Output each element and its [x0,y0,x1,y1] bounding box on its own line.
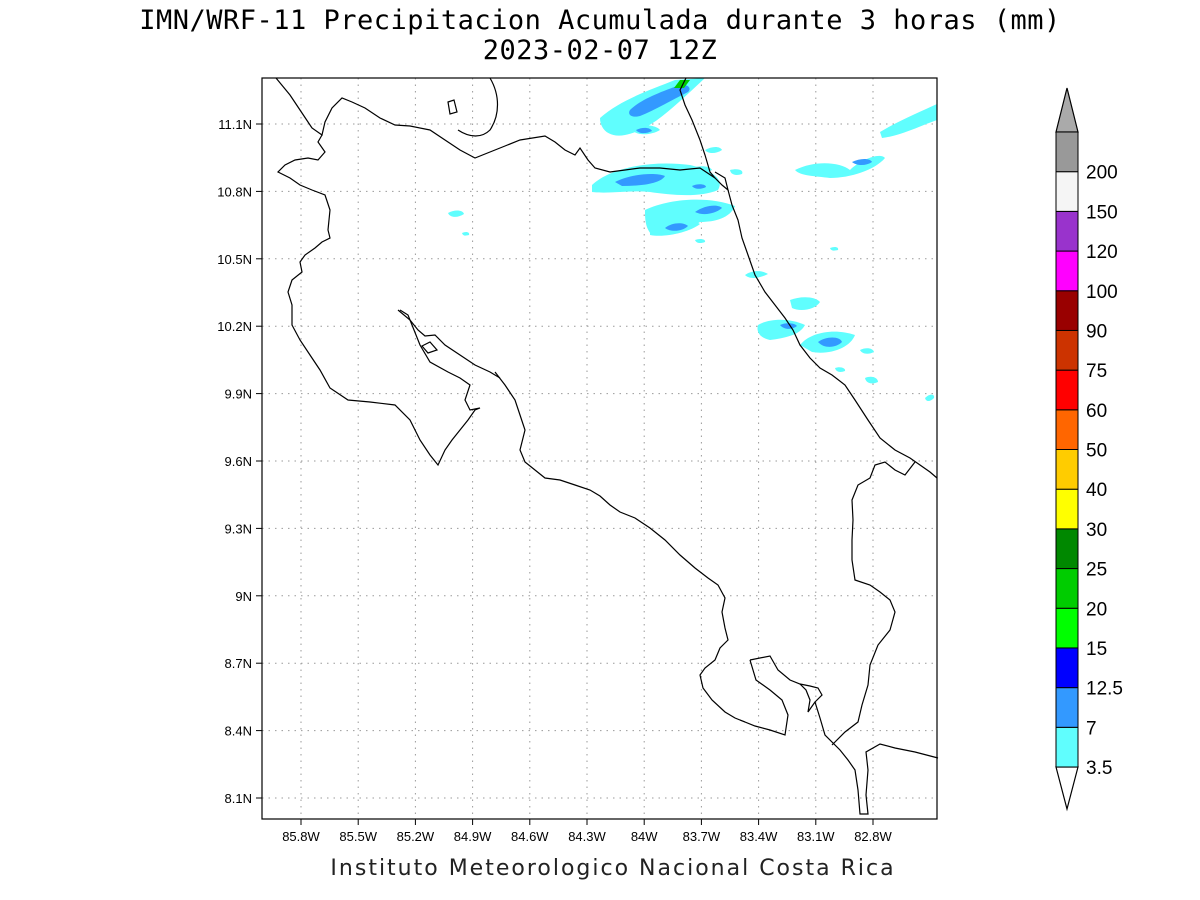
colorbar-level-label: 15 [1086,639,1107,660]
colorbar-level-label: 7 [1086,718,1097,739]
precipitation-field [448,78,937,401]
lon-tick-label: 84.3W [568,829,606,844]
colorbar-swatch [1055,409,1079,450]
lon-tick-label: 84.9W [454,829,492,844]
colorbar-level-label: 20 [1086,599,1107,620]
colorbar-level-label: 100 [1086,282,1118,303]
map-title: IMN/WRF-11 Precipitacion Acumulada duran… [139,5,1061,36]
lat-tick-label: 10.5N [217,252,252,267]
lat-tick-label: 9.3N [225,521,252,536]
colorbar-level-label: 25 [1086,560,1107,581]
colorbar-swatch [1055,726,1079,768]
lon-tick-label: 83.7W [683,829,721,844]
colorbar-level-label: 75 [1086,361,1107,382]
colorbar-swatch [1055,528,1079,570]
colorbar-swatch [1055,687,1079,728]
map-axes: 85.8W 85.5W 85.2W 84.9W 84.6W 84.3W 84W 83.7W 83… [217,117,892,844]
lat-tick-label: 9N [235,589,252,604]
colorbar-level-label: 60 [1086,401,1107,422]
colorbar-swatch [1055,369,1079,411]
colorbar-level-label: 90 [1086,321,1107,342]
colorbar-level-label: 150 [1086,202,1118,223]
lat-tick-label: 8.4N [225,724,252,739]
institution-footer: Instituto Meteorologico Nacional Costa R… [330,856,896,881]
colorbar-bottom-arrow [1055,766,1079,812]
colorbar-level-label: 120 [1086,242,1118,263]
colorbar-swatch [1055,210,1079,252]
lon-tick-label: 83.4W [740,829,778,844]
colorbar-swatch [1055,568,1079,609]
colorbar-level-label: 40 [1086,480,1107,501]
coastline [275,77,939,815]
lat-tick-label: 10.2N [217,319,252,334]
colorbar-level-label: 50 [1086,441,1107,462]
colorbar-level-label: 200 [1086,163,1118,184]
colorbar-swatch [1055,329,1079,371]
colorbar-swatch [1055,171,1079,212]
lat-tick-label: 9.6N [225,454,252,469]
lon-tick-label: 84W [631,829,658,844]
lon-tick-label: 85.2W [397,829,435,844]
lon-tick-label: 83.1W [797,829,835,844]
colorbar-swatch [1055,607,1079,649]
colorbar: 3.5 7 12.5 15 20 25 30 40 50 60 75 90 100 120 150 200 [1055,87,1123,812]
lat-tick-label: 8.1N [225,791,252,806]
lon-tick-label: 84.6W [511,829,549,844]
lat-tick-label: 10.8N [217,184,252,199]
colorbar-level-label: 30 [1086,520,1107,541]
map-frame [261,77,938,820]
colorbar-top-arrow [1055,87,1079,133]
lon-tick-label: 85.8W [282,829,320,844]
lon-tick-label: 85.5W [339,829,377,844]
lat-tick-label: 11.1N [218,117,252,132]
colorbar-swatch [1055,488,1079,530]
colorbar-swatch [1055,647,1079,689]
colorbar-level-label: 12.5 [1086,679,1123,700]
colorbar-level-label: 3.5 [1086,758,1112,779]
lon-tick-label: 82.8W [854,829,892,844]
colorbar-swatch [1055,449,1079,490]
map-date: 2023-02-07 12Z [482,35,718,66]
colorbar-swatch [1055,290,1079,331]
lat-tick-label: 8.7N [225,656,252,671]
colorbar-swatch [1055,131,1079,173]
colorbar-swatch [1055,250,1079,292]
lat-tick-label: 9.9N [225,387,252,402]
